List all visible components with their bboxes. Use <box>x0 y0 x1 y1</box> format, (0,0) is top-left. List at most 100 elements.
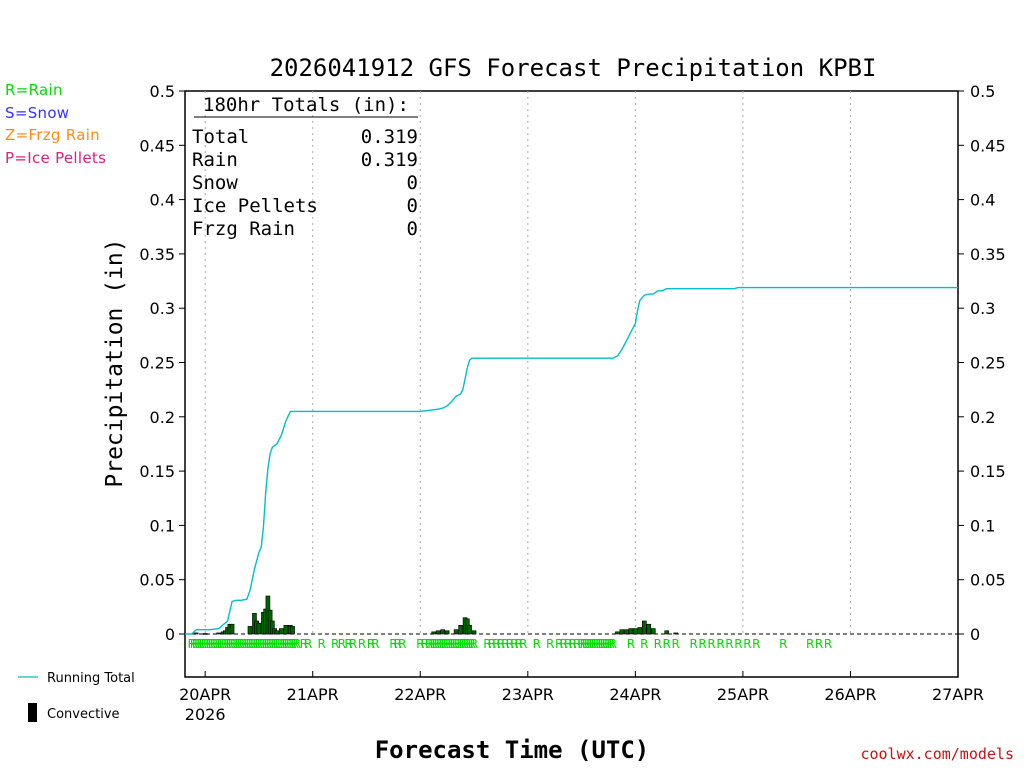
y-tick-right-label-8: 0.1 <box>970 516 995 535</box>
rain-marker-131: R <box>824 637 832 651</box>
convective-bar-8 <box>247 626 253 635</box>
rain-marker-120: R <box>689 637 697 651</box>
rain-marker-21: R <box>235 637 243 651</box>
rain-marker-34: R <box>264 637 272 651</box>
rain-marker-9: R <box>208 637 216 651</box>
rain-marker-69: R <box>438 637 446 651</box>
rain-marker-76: R <box>454 637 462 651</box>
x-tick-label-0: 20APR <box>179 685 231 704</box>
chart-title: 2026041912 GFS Forecast Precipitation KP… <box>270 54 877 82</box>
rain-marker-87: R <box>497 637 505 651</box>
rain-marker-112: R <box>604 637 612 651</box>
rain-marker-105: R <box>589 637 597 651</box>
rain-marker-66: R <box>432 637 440 651</box>
rain-marker-12: R <box>214 637 222 651</box>
rain-marker-68: R <box>436 637 444 651</box>
convective-bar-39 <box>642 620 647 635</box>
legend-snow: S=Snow <box>5 104 70 122</box>
convective-bar-38 <box>637 627 643 635</box>
convective-bar-42 <box>664 630 670 635</box>
rain-marker-108: R <box>595 637 603 651</box>
y-axis-right: 0.5 0.45 0.4 0.35 0.3 0.25 0.2 0.15 0.1 0.05 0 <box>958 82 1006 644</box>
rain-marker-123: R <box>716 637 724 651</box>
totals-row-label-1: Rain <box>192 149 238 171</box>
rain-marker-126: R <box>743 637 751 651</box>
totals-row-value-0: 0.319 <box>361 126 418 148</box>
rain-marker-40: R <box>277 637 285 651</box>
plot-frame <box>184 90 959 678</box>
rain-marker-71: R <box>443 637 451 651</box>
rain-marker-20: R <box>232 637 240 651</box>
rain-marker-86: R <box>492 637 500 651</box>
rain-marker-128: R <box>779 637 787 651</box>
rain-marker-106: R <box>591 637 599 651</box>
convective-bar-22 <box>290 626 295 635</box>
x-tick-label-4: 24APR <box>609 685 661 704</box>
rain-marker-19: R <box>230 637 238 651</box>
y-tick-right-label-9: 0.05 <box>970 571 1006 590</box>
rain-marker-102: R <box>582 637 590 651</box>
rain-marker-73: R <box>447 637 455 651</box>
convective-bar-0 <box>193 632 199 635</box>
x-tick-label-6: 26APR <box>824 685 876 704</box>
running-total-line <box>185 286 958 635</box>
convective-bar-41 <box>650 628 656 635</box>
rain-marker-2: R <box>192 637 200 651</box>
totals-header: 180hr Totals (in): <box>203 94 409 116</box>
rain-marker-43: R <box>284 637 292 651</box>
rain-marker-52: R <box>338 637 346 651</box>
y-tick-left-label-10: 0 <box>165 625 175 644</box>
rain-marker-13: R <box>217 637 225 651</box>
rain-marker-17: R <box>226 637 234 651</box>
rain-marker-62: R <box>421 637 429 651</box>
rain-marker-3: R <box>194 637 202 651</box>
rain-marker-59: R <box>394 637 402 651</box>
rain-marker-88: R <box>501 637 509 651</box>
totals-row-label-4: Frzg Rain <box>192 218 295 240</box>
rain-marker-109: R <box>598 637 606 651</box>
y-tick-left-label-5: 0.25 <box>139 354 175 373</box>
rain-marker-36: R <box>268 637 276 651</box>
y-tick-left-label-0: 0.5 <box>150 82 175 101</box>
y-tick-left-label-8: 0.1 <box>150 516 175 535</box>
y-tick-left-label-3: 0.35 <box>139 245 175 264</box>
rain-marker-39: R <box>275 637 283 651</box>
rain-marker-58: R <box>389 637 397 651</box>
rain-marker-31: R <box>257 637 265 651</box>
y-axis-left: 0.5 0.45 0.4 0.35 0.3 0.25 0.2 0.15 0.1 0.05 0 <box>139 82 185 644</box>
convective-bars <box>193 595 678 635</box>
rain-marker-84: R <box>483 637 491 651</box>
rain-marker-37: R <box>270 637 278 651</box>
rain-marker-95: R <box>555 637 563 651</box>
totals-row-label-0: Total <box>192 126 249 148</box>
rain-marker-64: R <box>427 637 435 651</box>
rain-marker-44: R <box>286 637 294 651</box>
rain-marker-115: R <box>627 637 635 651</box>
convective-bar-33 <box>615 631 620 635</box>
rain-marker-56: R <box>367 637 375 651</box>
convective-bar-2 <box>216 632 221 635</box>
rain-marker-96: R <box>559 637 567 651</box>
rain-marker-57: R <box>371 637 379 651</box>
legend-rain: R=Rain <box>5 81 63 99</box>
y-tick-right-label-1: 0.45 <box>970 136 1006 155</box>
rain-marker-8: R <box>205 637 213 651</box>
totals-row-value-4: 0 <box>407 218 418 240</box>
rain-marker-28: R <box>250 637 258 651</box>
rain-marker-51: R <box>331 637 339 651</box>
rain-marker-80: R <box>463 637 471 651</box>
rain-marker-65: R <box>430 637 438 651</box>
rain-marker-33: R <box>261 637 269 651</box>
totals-rows: Total 0.319 Rain 0.319 Snow 0 Ice Pellets 0 Frzg… <box>192 126 418 240</box>
y-axis-label: Precipitation (in) <box>102 238 128 487</box>
rain-marker-6: R <box>201 637 209 651</box>
rain-marker-42: R <box>282 637 290 651</box>
rain-marker-92: R <box>519 637 527 651</box>
rain-marker-103: R <box>584 637 592 651</box>
x-gridlines <box>204 91 851 634</box>
y-tick-left-label-7: 0.15 <box>139 462 175 481</box>
rain-marker-79: R <box>461 637 469 651</box>
x-tick-sublabel-0: 2026 <box>185 705 226 724</box>
rain-marker-98: R <box>568 637 576 651</box>
rain-marker-129: R <box>806 637 814 651</box>
